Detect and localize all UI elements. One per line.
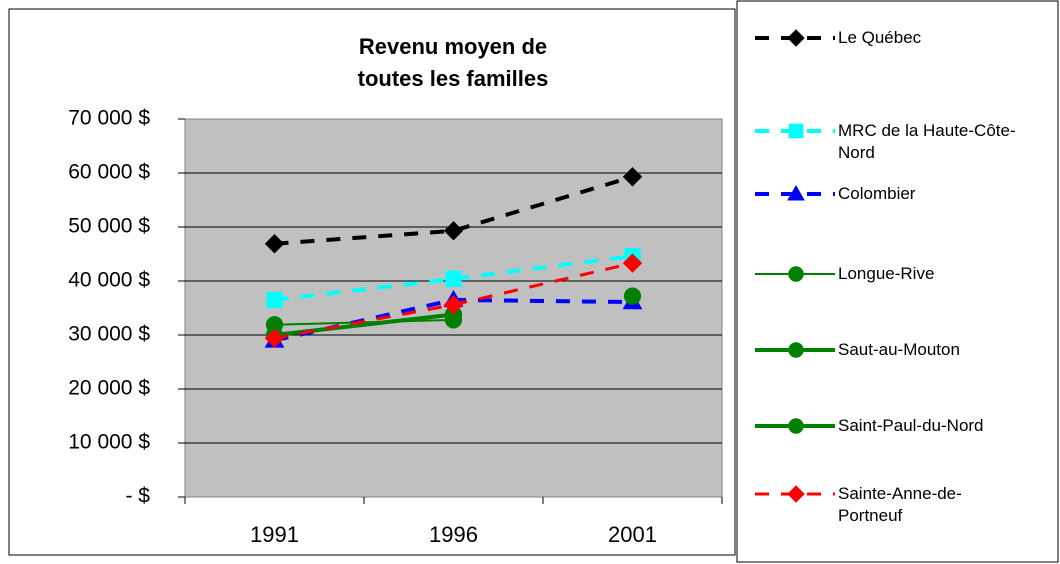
marker bbox=[788, 342, 804, 358]
marker bbox=[622, 167, 643, 187]
series-line bbox=[274, 254, 633, 302]
y-tick-label: 20 000 $ bbox=[68, 377, 150, 400]
chart-title: Revenu moyen de bbox=[359, 34, 547, 59]
x-tick-label: 2001 bbox=[608, 522, 657, 547]
legend-label: Sainte-Anne-de-Portneuf bbox=[838, 484, 962, 525]
marker bbox=[445, 270, 462, 287]
marker bbox=[788, 418, 804, 434]
y-tick-label: 40 000 $ bbox=[68, 269, 150, 292]
y-tick-label: 30 000 $ bbox=[68, 323, 150, 346]
marker bbox=[264, 328, 285, 348]
y-tick-label: 70 000 $ bbox=[68, 107, 150, 130]
legend-box bbox=[736, 0, 1059, 563]
marker bbox=[623, 287, 642, 305]
legend-label: MRC de la Haute-Côte-Nord bbox=[838, 121, 1016, 162]
legend-label: Colombier bbox=[838, 184, 916, 203]
x-tick-label: 1991 bbox=[250, 522, 299, 547]
y-tick-label: 10 000 $ bbox=[68, 431, 150, 454]
legend-label: Longue-Rive bbox=[838, 264, 935, 283]
legend-label: Saut-au-Mouton bbox=[838, 340, 960, 359]
marker bbox=[443, 295, 464, 315]
marker bbox=[264, 234, 285, 254]
marker bbox=[443, 221, 464, 241]
marker bbox=[787, 29, 805, 47]
series-line bbox=[274, 174, 634, 246]
marker bbox=[787, 485, 805, 503]
marker bbox=[788, 123, 804, 139]
y-tick-label: - $ bbox=[125, 485, 150, 508]
y-tick-label: 50 000 $ bbox=[68, 215, 150, 238]
x-tick-label: 1996 bbox=[429, 522, 478, 547]
marker bbox=[787, 184, 805, 201]
y-tick-label: 60 000 $ bbox=[68, 161, 150, 184]
chart-title: toutes les familles bbox=[358, 66, 549, 91]
legend-label: Saint-Paul-du-Nord bbox=[838, 416, 984, 435]
marker bbox=[266, 291, 283, 309]
marker bbox=[622, 253, 643, 273]
legend-label: Le Québec bbox=[838, 28, 922, 47]
marker bbox=[788, 266, 804, 282]
